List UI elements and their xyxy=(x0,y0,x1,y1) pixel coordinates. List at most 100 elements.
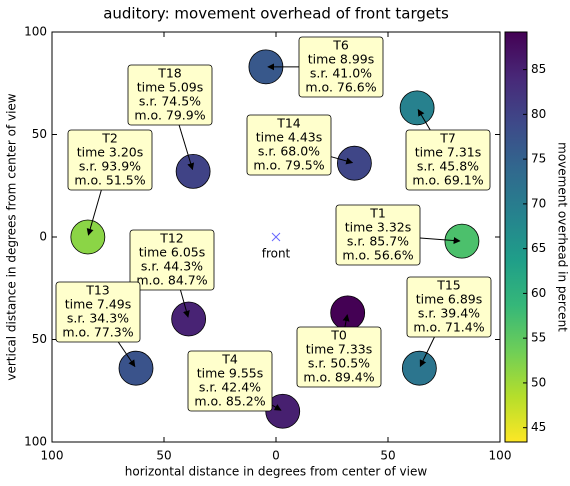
label-line: s.r. 42.4% xyxy=(199,380,261,395)
label-name: T4 xyxy=(221,352,238,367)
label-line: m.o. 51.5% xyxy=(74,173,145,188)
colorbar-tick-label: 55 xyxy=(531,331,546,345)
label-box xyxy=(246,114,332,176)
arrow xyxy=(419,237,461,244)
label-line: time 7.49s xyxy=(65,297,132,312)
label-line: m.o. 71.4% xyxy=(413,320,484,335)
arrow xyxy=(342,314,350,328)
arrow xyxy=(179,289,190,318)
label-box xyxy=(67,129,153,191)
label-line: m.o. 84.7% xyxy=(136,273,207,288)
label-box xyxy=(296,326,382,388)
label-name: T13 xyxy=(85,283,110,298)
label-name: T6 xyxy=(332,38,349,53)
colorbar-tick-label: 50 xyxy=(531,375,546,389)
x-tick-label: 100 xyxy=(489,449,512,463)
target xyxy=(175,153,211,189)
colorbar-tick-label: 80 xyxy=(531,107,546,121)
label-line: m.o. 56.6% xyxy=(342,248,413,263)
label-line: s.r. 41.0% xyxy=(310,66,372,81)
target xyxy=(336,145,372,181)
label-box xyxy=(129,229,215,291)
y-tick-label: 50 xyxy=(32,127,47,141)
label-name: T14 xyxy=(276,116,301,131)
label-line: time 6.89s xyxy=(416,292,483,307)
label-box xyxy=(55,281,141,343)
label-line: time 6.05s xyxy=(139,245,206,260)
label-line: s.r. 68.0% xyxy=(258,144,320,159)
colorbar-tick-label: 45 xyxy=(531,420,546,434)
label-line: m.o. 85.2% xyxy=(194,394,265,409)
target xyxy=(118,350,154,386)
colorbar-tick-label: 65 xyxy=(531,241,546,255)
cross-line xyxy=(271,232,281,242)
label-line: s.r. 85.7% xyxy=(347,234,409,249)
arrow xyxy=(330,156,354,165)
label-line: time 9.55s xyxy=(197,366,264,381)
target xyxy=(330,295,366,331)
label-line: m.o. 79.5% xyxy=(253,158,324,173)
target xyxy=(70,219,106,255)
label-name: T1 xyxy=(369,206,386,221)
label-line: m.o. 79.9% xyxy=(134,108,205,123)
label-line: s.r. 39.4% xyxy=(418,306,480,321)
arrow xyxy=(271,404,282,411)
label-box xyxy=(127,64,213,126)
label-line: s.r. 44.3% xyxy=(141,259,203,274)
label-name: T12 xyxy=(159,231,184,246)
label-line: m.o. 77.3% xyxy=(62,325,133,340)
label-line: m.o. 89.4% xyxy=(303,370,374,385)
colorbar-tick-label: 60 xyxy=(531,286,546,300)
label-line: time 7.33s xyxy=(306,342,373,357)
x-axis-label: horizontal distance in degrees from cent… xyxy=(125,465,428,479)
arrow xyxy=(86,189,102,236)
label-line: time 7.31s xyxy=(415,145,482,160)
label-line: time 3.32s xyxy=(345,220,412,235)
label-name: T15 xyxy=(436,278,461,293)
label-line: s.r. 45.8% xyxy=(417,159,479,174)
colorbar-tick-label: 70 xyxy=(531,196,546,210)
label-line: m.o. 76.6% xyxy=(305,80,376,95)
x-tick-label: 50 xyxy=(380,449,395,463)
label-name: T2 xyxy=(101,131,118,146)
label-box xyxy=(298,36,384,98)
colorbar-label: movement overhead in percent xyxy=(556,142,570,332)
label-box xyxy=(187,350,273,412)
y-tick-label: 50 xyxy=(32,332,47,346)
label-line: s.r. 34.3% xyxy=(67,311,129,326)
label-line: s.r. 93.9% xyxy=(79,159,141,174)
x-tick-label: 50 xyxy=(156,449,171,463)
label-name: T7 xyxy=(439,131,456,146)
target xyxy=(399,90,435,126)
target xyxy=(401,350,437,386)
annotation-label: front xyxy=(262,247,291,261)
target xyxy=(171,301,207,337)
label-line: time 5.09s xyxy=(137,80,204,95)
label-box xyxy=(335,204,421,266)
arrow xyxy=(419,336,435,368)
front-marker xyxy=(271,232,281,242)
y-tick-label: 100 xyxy=(24,25,47,39)
chart-title: auditory: movement overhead of front tar… xyxy=(103,5,449,23)
colorbar-tick-label: 75 xyxy=(531,152,546,166)
target xyxy=(444,223,480,259)
y-axis-label: vertical distance in degrees from center… xyxy=(5,93,19,380)
x-tick-label: 100 xyxy=(41,449,64,463)
y-tick-label: 0 xyxy=(39,230,47,244)
label-box xyxy=(406,276,492,338)
label-line: time 4.43s xyxy=(256,130,323,145)
label-line: time 3.20s xyxy=(77,145,144,160)
label-line: s.r. 74.5% xyxy=(139,94,201,109)
colorbar-tick-label: 85 xyxy=(531,62,546,76)
y-tick-label: 100 xyxy=(24,435,47,449)
label-name: T18 xyxy=(157,66,182,81)
label-line: time 8.99s xyxy=(308,52,375,67)
label-line: s.r. 50.5% xyxy=(308,356,370,371)
colorbar xyxy=(504,31,528,443)
arrow xyxy=(417,108,431,131)
label-box xyxy=(405,129,491,191)
arrow xyxy=(178,124,195,171)
label-name: T0 xyxy=(330,328,347,343)
